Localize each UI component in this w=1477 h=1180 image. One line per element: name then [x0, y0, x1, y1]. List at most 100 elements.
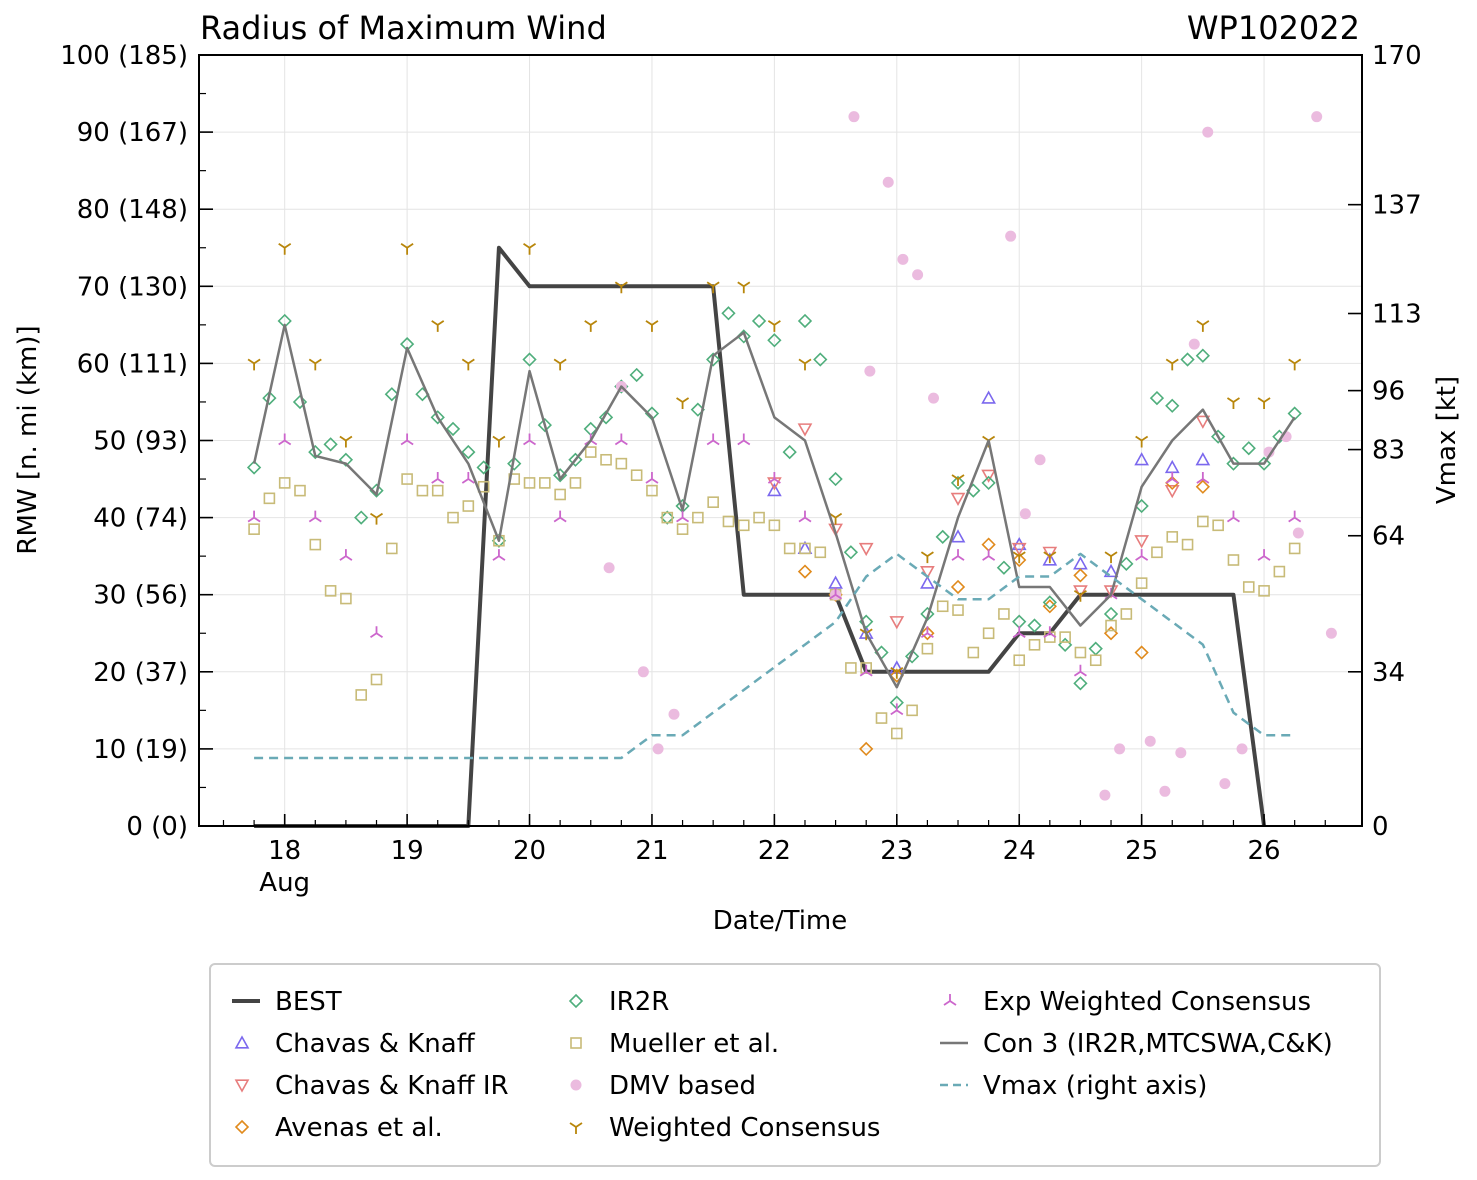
data-point-ir2r [338, 452, 354, 467]
data-point-chavas-knaff-ir [1011, 542, 1027, 557]
legend-label: Avenas et al. [275, 1113, 443, 1143]
legend-item: DMV based [570, 1071, 756, 1101]
data-point-mueller-et-al [1028, 639, 1041, 651]
data-point-dmv-based [1144, 735, 1156, 747]
data-point-ir2r [721, 306, 736, 321]
legend-swatch-chavas-knaff [234, 1035, 250, 1049]
data-point-mueller-et-al [248, 523, 260, 535]
data-point-dmv-based [1019, 508, 1031, 520]
data-point-weighted-consensus [737, 281, 751, 294]
series-line-con-3-ir2r-mtcswa-c-k [252, 323, 1296, 689]
data-point-mueller-et-al [737, 519, 750, 532]
data-point-dmv-based [1005, 230, 1017, 242]
data-point-exp-weighted-consensus [676, 510, 690, 523]
data-point-avenas-et-al [1134, 645, 1149, 660]
data-point-weighted-consensus [400, 243, 414, 255]
data-point-weighted-consensus [1073, 589, 1087, 602]
data-point-exp-weighted-consensus [982, 549, 996, 561]
y2-tick-label: 113 [1372, 300, 1422, 330]
data-point-mueller-et-al [386, 542, 398, 555]
data-point-ir2r [292, 394, 308, 410]
data-point-ir2r [598, 410, 614, 425]
data-point-exp-weighted-consensus [920, 626, 934, 638]
data-point-chavas-knaff [981, 390, 996, 404]
y-tick-label: 70 (130) [77, 272, 188, 302]
storm-id: WP102022 [1187, 9, 1360, 47]
data-point-chavas-knaff-ir [1073, 585, 1088, 599]
legend-label: DMV based [609, 1071, 756, 1101]
data-point-mueller-et-al [1059, 631, 1071, 643]
series-chavas-knaff [767, 390, 1211, 674]
data-point-mueller-et-al [952, 604, 964, 616]
data-point-exp-weighted-consensus [706, 433, 720, 446]
legend-label: Chavas & Knaff IR [275, 1071, 509, 1101]
legend-item: Avenas et al. [234, 1113, 443, 1143]
series-dmv-based [603, 111, 1337, 801]
data-point-dmv-based [912, 269, 924, 281]
data-point-weighted-consensus [523, 243, 537, 255]
legend-item: Chavas & Knaff IR [234, 1071, 509, 1101]
legend-box [209, 963, 1381, 1167]
data-point-chavas-knaff-ir [858, 542, 874, 557]
data-point-ir2r [767, 333, 782, 348]
data-point-weighted-consensus [1012, 551, 1026, 564]
data-point-mueller-et-al [722, 515, 735, 528]
data-point-chavas-knaff [1134, 452, 1150, 466]
data-point-mueller-et-al [1288, 542, 1301, 555]
data-point-mueller-et-al [1273, 565, 1286, 578]
data-point-mueller-et-al [1151, 546, 1163, 559]
data-point-mueller-et-al [799, 542, 811, 555]
x-tick-label: 26 [1248, 836, 1281, 866]
data-point-ir2r [751, 313, 767, 329]
plot-area [246, 111, 1337, 828]
data-point-chavas-knaff-ir [797, 423, 813, 437]
data-point-ir2r [246, 460, 262, 475]
data-point-exp-weighted-consensus [951, 549, 965, 561]
data-point-dmv-based [1202, 126, 1214, 138]
data-point-mueller-et-al [906, 704, 918, 717]
data-point-ir2r [660, 510, 675, 525]
data-point-dmv-based [1188, 338, 1200, 350]
data-point-chavas-knaff-ir [920, 565, 935, 580]
data-point-exp-weighted-consensus [339, 549, 353, 561]
data-point-ir2r [522, 352, 537, 367]
legend-item: Chavas & Knaff [234, 1029, 476, 1059]
data-point-weighted-consensus [1196, 320, 1210, 332]
legend-label: Chavas & Knaff [275, 1029, 476, 1059]
data-point-ir2r [384, 387, 399, 402]
data-point-dmv-based [1175, 747, 1187, 759]
data-point-exp-weighted-consensus [859, 664, 873, 677]
data-point-exp-weighted-consensus [767, 472, 781, 484]
legend-label: Con 3 (IR2R,MTCSWA,C&K) [983, 1029, 1333, 1059]
data-point-weighted-consensus [553, 358, 567, 371]
data-point-exp-weighted-consensus [1257, 549, 1271, 561]
data-point-weighted-consensus [645, 320, 659, 332]
data-point-exp-weighted-consensus [1226, 510, 1240, 523]
data-point-chavas-knaff-ir [1134, 535, 1150, 549]
data-point-ir2r [996, 560, 1012, 575]
data-point-mueller-et-al [431, 484, 444, 497]
data-point-ir2r [430, 410, 445, 425]
data-point-chavas-knaff [920, 575, 935, 589]
data-point-mueller-et-al [278, 477, 291, 489]
x-tick-label: 22 [758, 836, 791, 866]
data-point-mueller-et-al [462, 500, 475, 512]
data-point-dmv-based [603, 562, 615, 574]
data-point-ir2r [1119, 556, 1134, 571]
data-point-weighted-consensus [920, 551, 934, 564]
data-point-chavas-knaff [1195, 452, 1211, 466]
data-point-chavas-knaff-ir [981, 469, 996, 483]
y2-tick-label: 64 [1372, 522, 1405, 552]
data-point-avenas-et-al [1073, 568, 1088, 583]
data-point-dmv-based [928, 392, 940, 404]
data-point-mueller-et-al [309, 538, 322, 551]
data-point-dmv-based [1292, 527, 1304, 539]
data-point-mueller-et-al [1074, 646, 1087, 659]
data-point-mueller-et-al [416, 484, 429, 497]
data-point-weighted-consensus [1288, 358, 1302, 371]
y-tick-label: 50 (93) [93, 427, 188, 457]
legend: BEST Chavas & Knaff Chavas & Knaff IR Avena… [232, 987, 1333, 1143]
data-point-weighted-consensus [370, 512, 384, 525]
data-point-ir2r [1226, 456, 1241, 471]
x-tick-label: 21 [635, 836, 668, 866]
